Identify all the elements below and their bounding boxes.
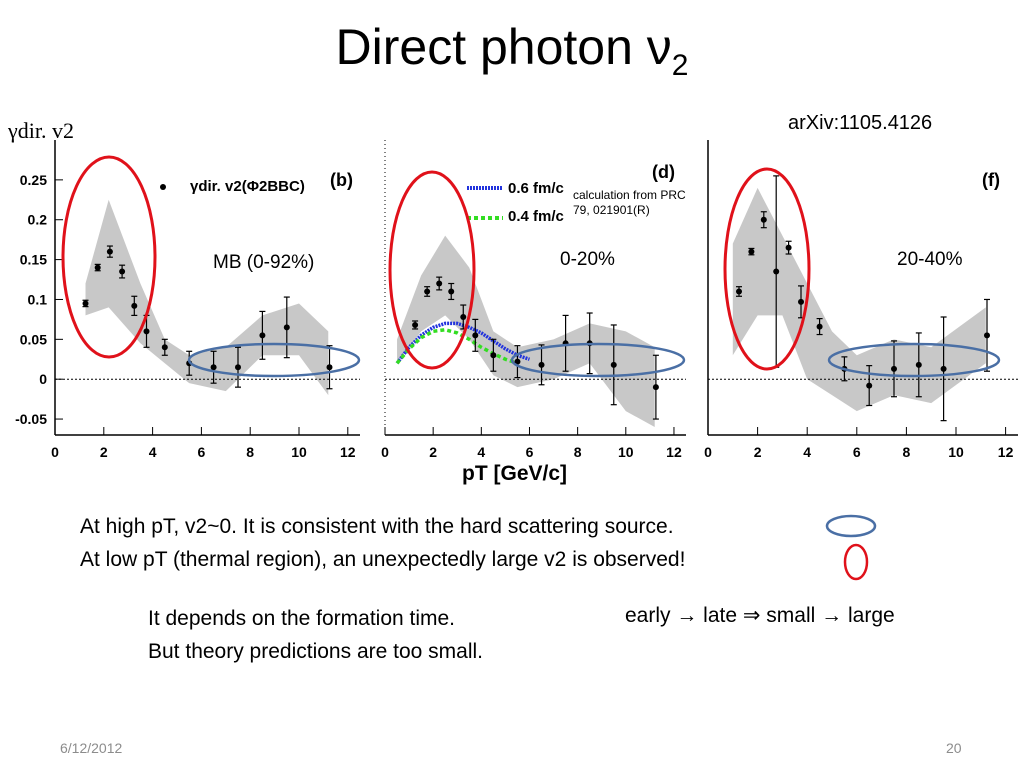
y-tick-label: 0.1 xyxy=(28,291,48,307)
data-point xyxy=(210,364,217,371)
data-point xyxy=(940,365,947,372)
x-tick-label: 2 xyxy=(100,444,108,460)
data-point xyxy=(448,288,455,295)
x-tick-label: 8 xyxy=(574,444,582,460)
legend-label-06: 0.6 fm/c xyxy=(508,180,564,197)
systematic-band xyxy=(85,199,329,396)
x-tick-label: 10 xyxy=(291,444,307,460)
data-point xyxy=(82,300,89,307)
high-pt-blue-ellipse xyxy=(510,342,686,378)
high-pt-blue-ellipse xyxy=(827,342,1001,378)
data-point xyxy=(131,302,138,309)
panel-d-label: (d) xyxy=(652,162,675,182)
slide-title: Direct photon ν2 xyxy=(0,18,1024,83)
data-point xyxy=(748,248,755,255)
footer-date: 6/12/2012 xyxy=(60,740,123,756)
panel-f-label: (f) xyxy=(982,170,1000,190)
x-tick-label: 4 xyxy=(477,444,485,460)
theory-curve-1 xyxy=(395,327,518,365)
x-tick-label: 8 xyxy=(903,444,911,460)
panel-b-label: (b) xyxy=(330,170,353,190)
data-point xyxy=(490,352,497,359)
legend-label-b: γdir. v2(Φ2BBC) xyxy=(190,178,305,195)
data-point xyxy=(773,268,780,275)
x-tick-label: 8 xyxy=(246,444,254,460)
data-point xyxy=(424,288,431,295)
data-point xyxy=(538,361,545,368)
systematic-band xyxy=(397,235,655,428)
title-text: Direct photon ν xyxy=(335,19,672,75)
y-axis-label: γdir. v2 xyxy=(8,118,74,143)
note-high-pt: At high pT, v2~0. It is consistent with … xyxy=(80,515,674,538)
data-point xyxy=(891,365,897,372)
low-pt-red-ellipse xyxy=(723,167,811,371)
data-point xyxy=(610,361,617,368)
y-tick-label: -0.05 xyxy=(15,411,47,427)
x-tick-label: 10 xyxy=(618,444,634,460)
y-tick-label: 0.15 xyxy=(20,252,47,268)
calculation-annotation: calculation from PRC 79, 021901(R) xyxy=(573,188,686,217)
data-point xyxy=(652,384,659,391)
footer-page-number: 20 xyxy=(946,740,962,756)
title-subscript: 2 xyxy=(671,49,689,82)
centrality-mb: MB (0-92%) xyxy=(213,252,315,273)
systematic-band xyxy=(732,187,986,412)
data-point xyxy=(984,332,990,339)
data-point xyxy=(94,264,101,271)
note-trend: early → late ⇒ small → large xyxy=(625,604,895,627)
data-point xyxy=(472,332,479,339)
data-point xyxy=(798,298,804,305)
x-tick-label: 6 xyxy=(853,444,861,460)
x-axis-label: pT [GeV/c] xyxy=(462,462,568,485)
x-tick-label: 0 xyxy=(381,444,389,460)
data-point xyxy=(460,314,467,320)
x-tick-label: 12 xyxy=(998,444,1014,460)
data-point xyxy=(760,216,767,223)
centrality-20-40: 20-40% xyxy=(897,249,963,270)
low-pt-red-ellipse xyxy=(61,155,157,359)
x-tick-label: 2 xyxy=(429,444,437,460)
data-point xyxy=(119,268,126,275)
y-tick-label: 0.05 xyxy=(20,331,47,347)
x-tick-label: 2 xyxy=(754,444,762,460)
data-point xyxy=(259,332,266,339)
note-theory-small: But theory predictions are too small. xyxy=(148,640,483,663)
centrality-0-20: 0-20% xyxy=(560,249,615,270)
x-tick-label: 4 xyxy=(149,444,157,460)
low-pt-red-ellipse xyxy=(388,170,476,370)
x-tick-label: 0 xyxy=(51,444,59,460)
data-point xyxy=(915,361,922,368)
x-tick-label: 12 xyxy=(340,444,356,460)
y-tick-label: 0.2 xyxy=(28,212,48,228)
data-point xyxy=(161,344,168,351)
arxiv-reference: arXiv:1105.4126 xyxy=(788,112,933,134)
data-point xyxy=(785,244,792,251)
data-point xyxy=(736,288,742,295)
data-point xyxy=(816,323,823,330)
data-point xyxy=(866,382,873,389)
x-tick-label: 12 xyxy=(666,444,682,460)
legend-label-04: 0.4 fm/c xyxy=(508,208,564,225)
data-point xyxy=(235,364,241,371)
x-tick-label: 4 xyxy=(803,444,811,460)
x-tick-label: 6 xyxy=(526,444,534,460)
data-point xyxy=(106,248,113,255)
data-point xyxy=(436,280,443,287)
y-tick-label: 0.25 xyxy=(20,172,47,188)
legend-marker xyxy=(160,184,166,190)
data-point xyxy=(326,364,333,371)
data-point xyxy=(283,324,290,331)
data-point xyxy=(514,358,521,365)
note-low-pt: At low pT (thermal region), an unexpecte… xyxy=(80,548,686,571)
data-point xyxy=(412,321,419,328)
y-tick-label: 0 xyxy=(39,371,47,387)
x-tick-label: 0 xyxy=(704,444,712,460)
x-tick-label: 6 xyxy=(198,444,206,460)
x-tick-label: 10 xyxy=(948,444,964,460)
data-point xyxy=(143,328,150,335)
high-pt-blue-ellipse xyxy=(187,342,361,378)
note-formation-time: It depends on the formation time. xyxy=(148,607,456,630)
